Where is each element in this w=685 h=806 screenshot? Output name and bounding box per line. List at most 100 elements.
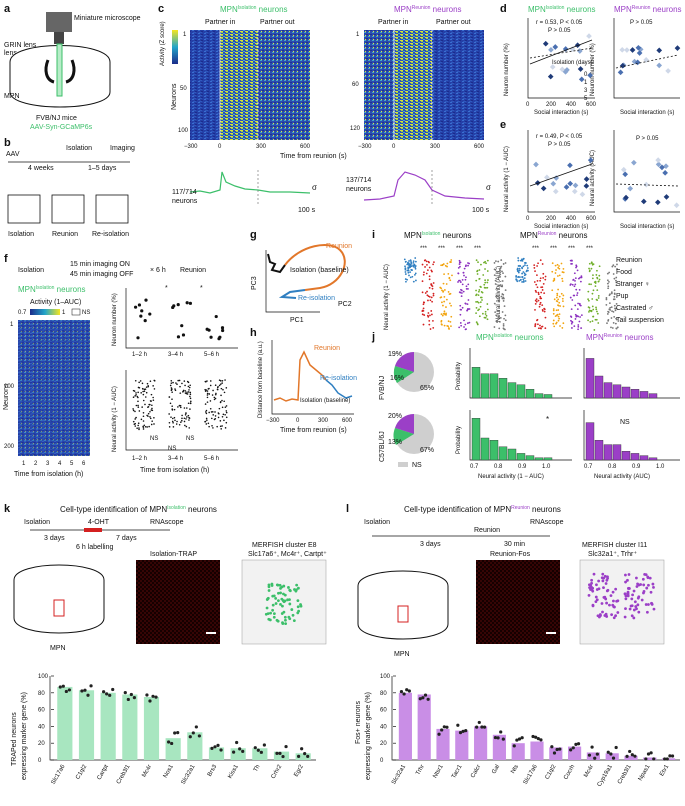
data-point <box>225 405 228 407</box>
data-point <box>542 40 549 47</box>
data-point <box>144 403 146 406</box>
data-point <box>486 308 489 311</box>
data-point <box>208 425 210 428</box>
hist-bar <box>603 382 613 399</box>
data-point <box>223 391 226 394</box>
data-point <box>407 689 411 693</box>
data-point <box>543 292 546 295</box>
cell-dot <box>266 612 270 616</box>
svg-text:***: *** <box>532 246 540 252</box>
hist-bar <box>480 437 490 461</box>
svg-text:Pup: Pup <box>616 293 629 300</box>
data-point <box>555 321 558 324</box>
cell-dot <box>602 576 606 580</box>
data-point <box>445 283 448 285</box>
data-point <box>407 262 409 265</box>
data-point <box>569 296 572 299</box>
data-point <box>184 384 186 387</box>
data-point <box>522 281 525 283</box>
data-point <box>524 280 527 282</box>
data-point <box>541 304 544 307</box>
data-point <box>497 260 500 263</box>
data-point <box>440 296 443 299</box>
bar <box>455 730 469 760</box>
data-point <box>609 293 611 296</box>
hist-bar <box>480 373 490 399</box>
data-point <box>443 295 446 298</box>
data-point <box>499 730 503 734</box>
data-point <box>167 740 171 744</box>
data-point <box>423 693 428 697</box>
data-point <box>576 48 583 54</box>
hist-bar <box>498 378 508 399</box>
data-point <box>134 379 137 382</box>
data-point <box>576 294 578 297</box>
data-point <box>622 171 629 178</box>
data-point <box>610 291 613 294</box>
data-point <box>421 280 424 283</box>
data-point <box>556 292 559 295</box>
data-point <box>464 729 468 733</box>
data-point <box>404 278 407 280</box>
data-point <box>616 268 618 270</box>
data-point <box>476 300 479 303</box>
gene-label: Npas1 <box>638 763 652 782</box>
data-point <box>409 266 412 268</box>
cell-dot <box>597 579 601 583</box>
data-point <box>205 409 208 412</box>
data-point <box>186 391 188 393</box>
data-point <box>188 301 192 305</box>
data-point <box>668 754 672 758</box>
data-point <box>587 157 594 164</box>
data-point <box>147 415 149 417</box>
data-point <box>608 271 611 274</box>
data-point <box>548 47 554 53</box>
svg-text:15 min imaging ON: 15 min imaging ON <box>70 261 130 268</box>
data-point <box>83 688 87 692</box>
data-point <box>594 285 597 288</box>
data-point <box>553 325 556 328</box>
data-point <box>521 281 524 283</box>
data-point <box>612 298 615 301</box>
data-point <box>414 266 417 269</box>
data-point <box>605 303 608 306</box>
cell-dot <box>627 586 631 590</box>
data-point <box>578 320 581 323</box>
gene-label: Brs3 <box>207 763 219 777</box>
data-point <box>533 264 536 266</box>
data-point <box>414 272 417 275</box>
cell-dot <box>652 607 656 611</box>
mpn-label: MPN <box>4 93 20 100</box>
svg-text:TRAPed neurons: TRAPed neurons <box>11 712 18 766</box>
data-point <box>414 260 417 263</box>
data-point <box>499 269 501 272</box>
data-point <box>177 379 180 382</box>
data-point <box>136 427 138 429</box>
data-point <box>498 299 501 302</box>
traj-isolation <box>267 253 286 274</box>
data-point <box>475 312 477 314</box>
data-point <box>180 406 182 409</box>
data-point <box>225 421 228 424</box>
data-point <box>607 318 610 321</box>
data-point <box>184 414 187 416</box>
data-point <box>224 406 227 408</box>
data-point <box>656 62 663 69</box>
data-point <box>173 731 177 735</box>
data-point <box>554 315 557 318</box>
data-point <box>483 286 486 289</box>
data-point <box>477 290 480 293</box>
svg-text:0.8: 0.8 <box>494 464 503 470</box>
data-point <box>218 335 222 339</box>
data-point <box>409 271 412 274</box>
data-point <box>479 296 482 299</box>
data-point <box>134 410 136 413</box>
data-point <box>217 416 220 419</box>
data-point <box>535 283 538 286</box>
svg-text:Probability: Probability <box>456 426 462 454</box>
data-point <box>142 415 145 418</box>
data-point <box>610 317 613 319</box>
data-point <box>442 263 445 265</box>
panel-label-j: j <box>371 331 375 343</box>
bar <box>165 738 181 760</box>
